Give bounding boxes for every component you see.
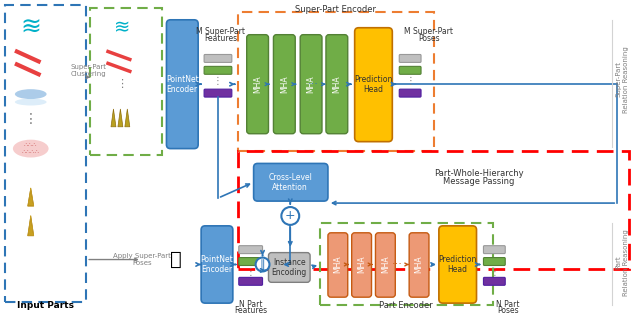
Text: ···: ···	[308, 79, 319, 89]
FancyBboxPatch shape	[246, 35, 269, 134]
Text: N Part: N Part	[239, 300, 262, 309]
Text: Instance
Encoding: Instance Encoding	[271, 258, 307, 277]
FancyBboxPatch shape	[352, 233, 371, 297]
Text: PointNet
Encoder: PointNet Encoder	[166, 75, 198, 94]
Text: ⋮: ⋮	[213, 76, 223, 86]
Text: Part
Relation Reasoning: Part Relation Reasoning	[616, 229, 628, 296]
Text: Prediction
Head: Prediction Head	[438, 255, 477, 274]
Text: ∥: ∥	[260, 259, 266, 270]
FancyBboxPatch shape	[328, 233, 348, 297]
Ellipse shape	[15, 99, 47, 106]
Polygon shape	[28, 188, 34, 206]
Bar	[5, 5, 86, 302]
Bar	[90, 8, 161, 155]
FancyBboxPatch shape	[204, 89, 232, 97]
Ellipse shape	[13, 140, 49, 158]
Bar	[238, 151, 629, 269]
Text: Prediction
Head: Prediction Head	[355, 75, 393, 94]
Text: Features: Features	[234, 306, 268, 315]
Text: Super-Part Encoder: Super-Part Encoder	[295, 5, 376, 14]
Polygon shape	[28, 216, 34, 236]
Text: MHA: MHA	[333, 256, 342, 273]
FancyBboxPatch shape	[300, 35, 322, 134]
Bar	[238, 12, 434, 151]
Text: Part-Whole-Hierarchy: Part-Whole-Hierarchy	[434, 169, 524, 178]
Text: ···: ···	[392, 260, 403, 270]
Text: +: +	[285, 209, 296, 222]
FancyBboxPatch shape	[326, 35, 348, 134]
FancyBboxPatch shape	[239, 258, 262, 266]
FancyBboxPatch shape	[483, 246, 505, 254]
Text: ⋮: ⋮	[246, 267, 255, 278]
Circle shape	[282, 207, 299, 225]
FancyBboxPatch shape	[239, 278, 262, 285]
FancyBboxPatch shape	[201, 226, 233, 303]
FancyBboxPatch shape	[399, 89, 421, 97]
Text: Clustering: Clustering	[70, 71, 106, 77]
Text: MHA: MHA	[381, 256, 390, 273]
Text: ⋮: ⋮	[405, 76, 415, 86]
FancyBboxPatch shape	[399, 66, 421, 74]
Text: Features: Features	[204, 34, 237, 43]
Text: Poses: Poses	[132, 260, 152, 266]
FancyBboxPatch shape	[204, 54, 232, 62]
Text: M Super-Part: M Super-Part	[404, 27, 454, 36]
Text: ⋮: ⋮	[490, 267, 499, 278]
Text: Input Parts: Input Parts	[17, 301, 74, 310]
Text: Part Encoder: Part Encoder	[380, 301, 433, 310]
Text: N Part: N Part	[497, 300, 520, 309]
FancyBboxPatch shape	[269, 253, 310, 282]
FancyBboxPatch shape	[439, 226, 477, 303]
Bar	[320, 223, 493, 305]
FancyBboxPatch shape	[376, 233, 396, 297]
Text: MHA: MHA	[332, 75, 341, 93]
Text: PointNet
Encoder: PointNet Encoder	[200, 255, 234, 274]
Text: MHA: MHA	[253, 75, 262, 93]
Text: MHA: MHA	[357, 256, 366, 273]
Text: Cross-Level
Attention: Cross-Level Attention	[268, 173, 312, 192]
Text: MHA: MHA	[415, 256, 424, 273]
FancyBboxPatch shape	[483, 258, 505, 266]
Polygon shape	[125, 109, 130, 127]
FancyBboxPatch shape	[483, 278, 505, 285]
Text: MHA: MHA	[307, 75, 316, 93]
Text: MHA: MHA	[280, 75, 289, 93]
Text: ∴∴∴
∴∴∴∴: ∴∴∴ ∴∴∴∴	[22, 142, 40, 155]
Text: Poses: Poses	[497, 306, 519, 315]
Text: Super-Part
Relation Reasoning: Super-Part Relation Reasoning	[616, 46, 628, 113]
FancyBboxPatch shape	[239, 246, 262, 254]
FancyBboxPatch shape	[166, 20, 198, 149]
Text: ≋: ≋	[114, 18, 130, 37]
FancyBboxPatch shape	[273, 35, 295, 134]
Text: Super-Part: Super-Part	[70, 64, 106, 70]
Text: Poses: Poses	[418, 34, 440, 43]
FancyBboxPatch shape	[204, 66, 232, 74]
FancyBboxPatch shape	[253, 163, 328, 201]
Ellipse shape	[15, 89, 47, 99]
Text: ≋: ≋	[20, 16, 41, 40]
Text: ⋮: ⋮	[24, 112, 38, 126]
Text: Apply Super-Part: Apply Super-Part	[113, 253, 171, 259]
Circle shape	[255, 258, 269, 272]
Text: 🪑: 🪑	[170, 250, 182, 269]
Text: Message Passing: Message Passing	[443, 177, 514, 186]
Polygon shape	[111, 109, 116, 127]
Text: ⋮: ⋮	[116, 79, 127, 89]
Text: M Super-Part: M Super-Part	[196, 27, 245, 36]
Polygon shape	[118, 109, 123, 127]
FancyBboxPatch shape	[399, 54, 421, 62]
FancyBboxPatch shape	[355, 28, 392, 142]
FancyBboxPatch shape	[409, 233, 429, 297]
